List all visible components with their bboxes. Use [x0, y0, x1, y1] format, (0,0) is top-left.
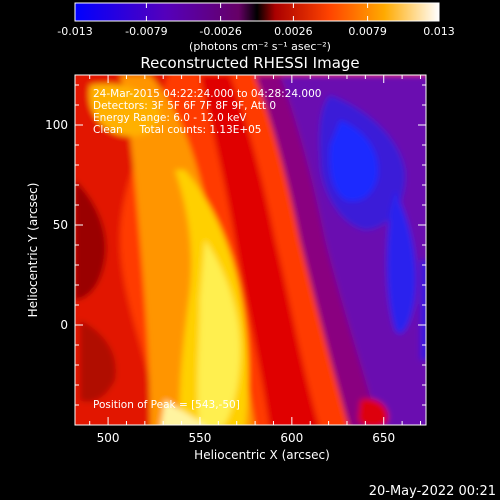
colorbar-tick-label: 0.0026: [274, 25, 313, 38]
y-tick-label: 50: [53, 218, 68, 232]
x-tick-label: 550: [189, 431, 212, 445]
colorbar-tick-label: -0.013: [57, 25, 92, 38]
x-axis-label: Heliocentric X (arcsec): [194, 448, 330, 462]
x-tick-label: 650: [372, 431, 395, 445]
date-stamp: 20-May-2022 00:21: [369, 484, 496, 499]
axis-ticks: 500 550 600 650 0 50 100: [45, 75, 426, 445]
x-tick-label: 500: [97, 431, 120, 445]
y-axis-label: Heliocentric Y (arcsec): [26, 183, 40, 318]
annotation-energy-range: Energy Range: 6.0 - 12.0 keV: [93, 112, 247, 124]
plot-frame: [74, 74, 427, 426]
colorbar-tick-label: -0.0026: [199, 25, 241, 38]
annotation-method-counts: Clean Total counts: 1.13E+05: [93, 124, 262, 136]
annotation-time-range: 24-Mar-2015 04:22:24.000 to 04:28:24.000: [93, 88, 321, 100]
y-tick-label: 100: [45, 118, 68, 132]
colorbar: [74, 2, 440, 22]
colorbar-tick-label: -0.0079: [125, 25, 167, 38]
plot-title: Reconstructed RHESSI Image: [140, 54, 359, 72]
rhessi-image: [75, 75, 426, 425]
colorbar-ticks: -0.013 -0.0079 -0.0026 0.0026 0.0079 0.013: [57, 3, 455, 38]
y-tick-label: 0: [60, 318, 68, 332]
x-tick-label: 600: [280, 431, 303, 445]
colorbar-tick-label: 0.0079: [348, 25, 387, 38]
colorbar-tick-label: 0.013: [423, 25, 455, 38]
colorbar-unit-label: (photons cm⁻² s⁻¹ asec⁻²): [189, 40, 331, 53]
annotation-detectors: Detectors: 3F 5F 6F 7F 8F 9F, Att 0: [93, 100, 276, 112]
annotation-peak-position: Position of Peak = [543,-50]: [93, 399, 240, 411]
